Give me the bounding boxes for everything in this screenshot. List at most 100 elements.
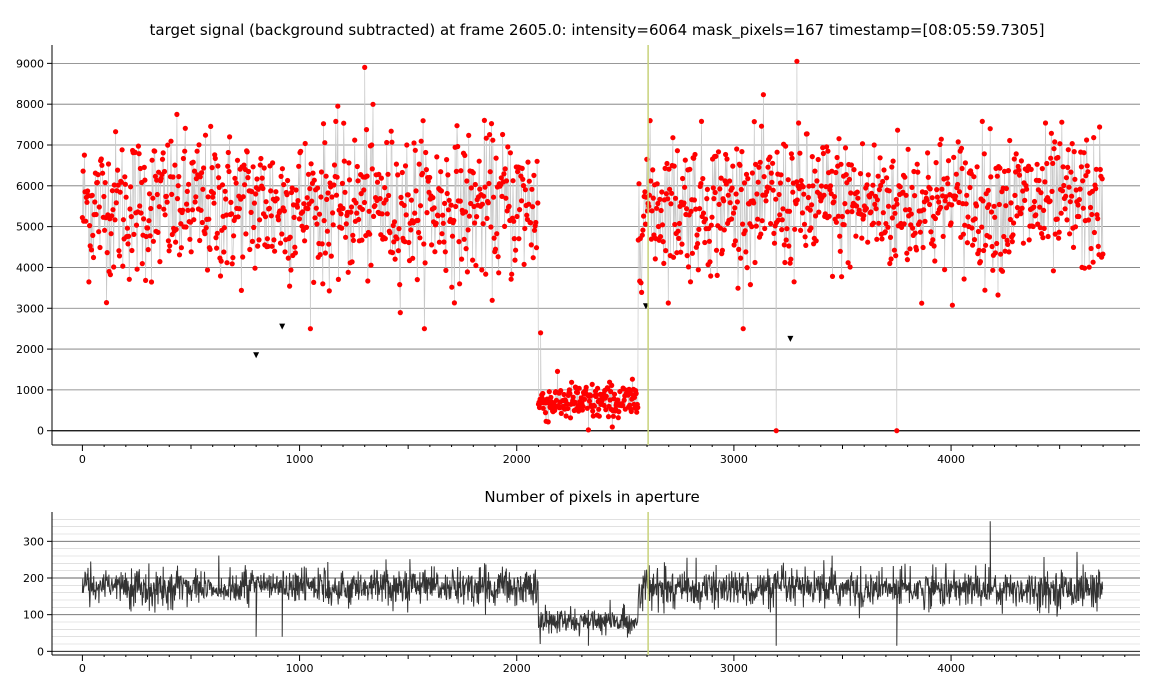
data-point	[205, 194, 211, 200]
data-point	[1037, 225, 1043, 231]
data-point	[500, 131, 506, 138]
data-point	[152, 148, 158, 154]
data-point	[145, 247, 151, 253]
data-point	[495, 254, 501, 260]
data-point	[462, 152, 468, 158]
data-point	[371, 213, 377, 219]
data-point	[985, 187, 991, 193]
data-point	[1020, 240, 1026, 246]
data-point	[881, 167, 887, 173]
data-point	[255, 186, 261, 192]
data-point	[348, 209, 354, 215]
data-point	[318, 194, 324, 200]
data-point	[368, 262, 374, 268]
data-point	[264, 236, 270, 242]
data-point	[758, 123, 765, 129]
data-point	[1084, 163, 1090, 169]
data-point	[558, 410, 564, 416]
data-point	[663, 248, 669, 254]
data-point	[734, 146, 740, 152]
data-point	[157, 259, 163, 265]
data-point	[338, 211, 344, 217]
data-point	[662, 165, 668, 171]
data-point	[552, 407, 558, 413]
data-point	[961, 276, 967, 282]
data-point	[870, 220, 877, 226]
data-point	[372, 203, 378, 209]
data-point	[442, 249, 448, 255]
data-point	[420, 118, 426, 124]
data-point	[427, 174, 433, 181]
data-point	[628, 408, 634, 415]
data-point	[223, 212, 229, 218]
data-point	[889, 164, 895, 170]
data-point	[438, 169, 444, 175]
data-point	[802, 234, 808, 240]
data-point	[448, 202, 454, 208]
data-point	[713, 247, 720, 253]
data-point	[631, 394, 638, 400]
data-point	[489, 297, 495, 303]
data-point	[891, 247, 898, 253]
data-point	[249, 238, 255, 244]
data-point	[361, 187, 367, 193]
data-point	[204, 267, 211, 273]
data-point	[324, 196, 330, 202]
data-point	[1014, 213, 1020, 219]
data-point	[841, 222, 847, 228]
data-point	[476, 158, 482, 164]
data-point	[1044, 160, 1050, 167]
data-point	[149, 157, 155, 163]
data-point	[339, 180, 345, 186]
data-point	[920, 244, 926, 251]
data-point	[1040, 235, 1046, 241]
data-point	[403, 212, 409, 218]
data-point	[756, 164, 762, 170]
data-point	[488, 224, 494, 230]
data-point	[782, 259, 788, 266]
data-point	[197, 237, 203, 244]
data-point	[934, 194, 941, 200]
data-point	[859, 235, 865, 241]
data-point	[161, 206, 167, 212]
data-point	[268, 213, 274, 219]
data-point	[1063, 193, 1069, 199]
data-point	[122, 174, 128, 180]
data-point	[1066, 184, 1072, 190]
data-point	[333, 192, 340, 198]
data-point	[885, 224, 891, 230]
data-point	[877, 155, 883, 161]
data-point	[228, 199, 234, 205]
data-point	[668, 201, 674, 207]
data-point	[917, 229, 924, 235]
data-point	[412, 210, 418, 216]
data-point	[752, 259, 758, 266]
data-point	[252, 265, 258, 271]
data-point	[1002, 248, 1008, 254]
data-point	[1077, 186, 1083, 192]
data-point	[455, 143, 461, 150]
data-point	[780, 206, 786, 212]
data-point	[150, 195, 156, 201]
data-point	[481, 193, 487, 199]
top-x-tick-label: 0	[79, 453, 86, 466]
data-point	[214, 245, 220, 251]
data-point	[364, 173, 370, 179]
data-point	[648, 178, 654, 184]
data-point	[395, 248, 401, 254]
data-point	[88, 247, 95, 253]
data-point	[671, 163, 677, 169]
data-point	[449, 284, 455, 290]
data-point	[659, 189, 665, 195]
data-point	[100, 170, 106, 176]
data-point	[111, 182, 117, 188]
data-point	[379, 211, 385, 217]
data-point	[1056, 229, 1062, 235]
data-point	[506, 203, 512, 209]
data-point	[98, 156, 104, 162]
data-point	[385, 171, 391, 177]
data-point	[483, 135, 489, 141]
data-point	[816, 209, 822, 215]
data-point	[799, 210, 806, 216]
data-point	[670, 135, 676, 141]
